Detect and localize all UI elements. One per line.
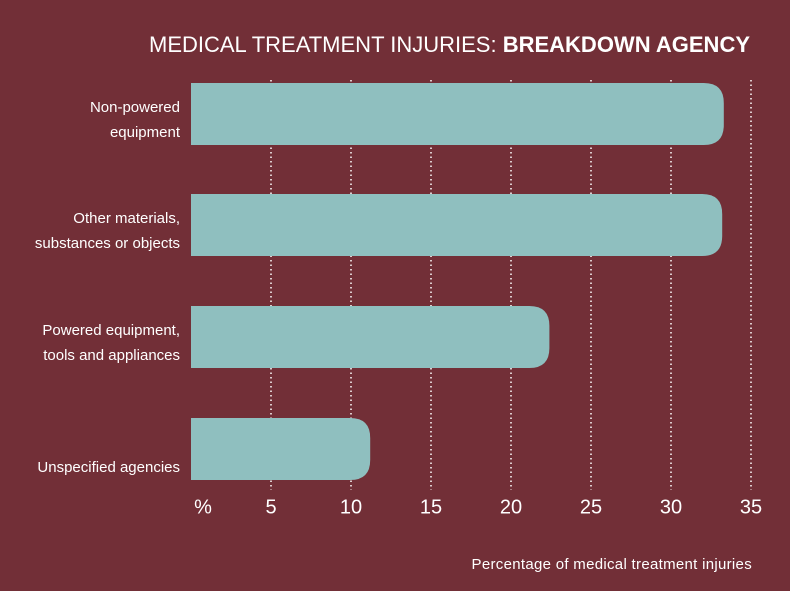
x-tick-label: 5 — [265, 496, 276, 518]
x-tick-label: 10 — [340, 496, 362, 518]
title-bold: BREAKDOWN AGENCY — [503, 32, 751, 57]
x-axis-title: Percentage of medical treatment injuries — [472, 556, 752, 573]
x-tick-label: 25 — [580, 496, 602, 518]
title-main: MEDICAL TREATMENT INJURIES: — [149, 32, 497, 57]
x-tick-label: 30 — [660, 496, 682, 518]
label-line: tools and appliances — [43, 347, 180, 364]
y-tick-label: Unspecified agencies — [37, 459, 180, 476]
bar — [191, 83, 724, 145]
bar — [191, 306, 550, 368]
x-tick-label: % — [194, 496, 212, 518]
label-line: Non-powered — [90, 99, 180, 116]
label-line: Other materials, — [73, 210, 180, 227]
bar — [191, 194, 723, 256]
y-tick-label: Other materials, substances or objects — [35, 210, 180, 252]
x-tick-label: 35 — [740, 496, 762, 518]
label-line: equipment — [110, 124, 181, 141]
y-tick-label: Non-powered equipment — [90, 99, 181, 141]
label-line: substances or objects — [35, 235, 180, 252]
chart-title: MEDICAL TREATMENT INJURIES: BREAKDOWN AG… — [149, 32, 750, 57]
label-line: Powered equipment, — [42, 322, 180, 339]
bar — [191, 418, 371, 480]
y-tick-label: Powered equipment, tools and appliances — [42, 322, 180, 364]
x-tick-label: 15 — [420, 496, 442, 518]
label-line: Unspecified agencies — [37, 459, 180, 476]
x-tick-label: 20 — [500, 496, 522, 518]
